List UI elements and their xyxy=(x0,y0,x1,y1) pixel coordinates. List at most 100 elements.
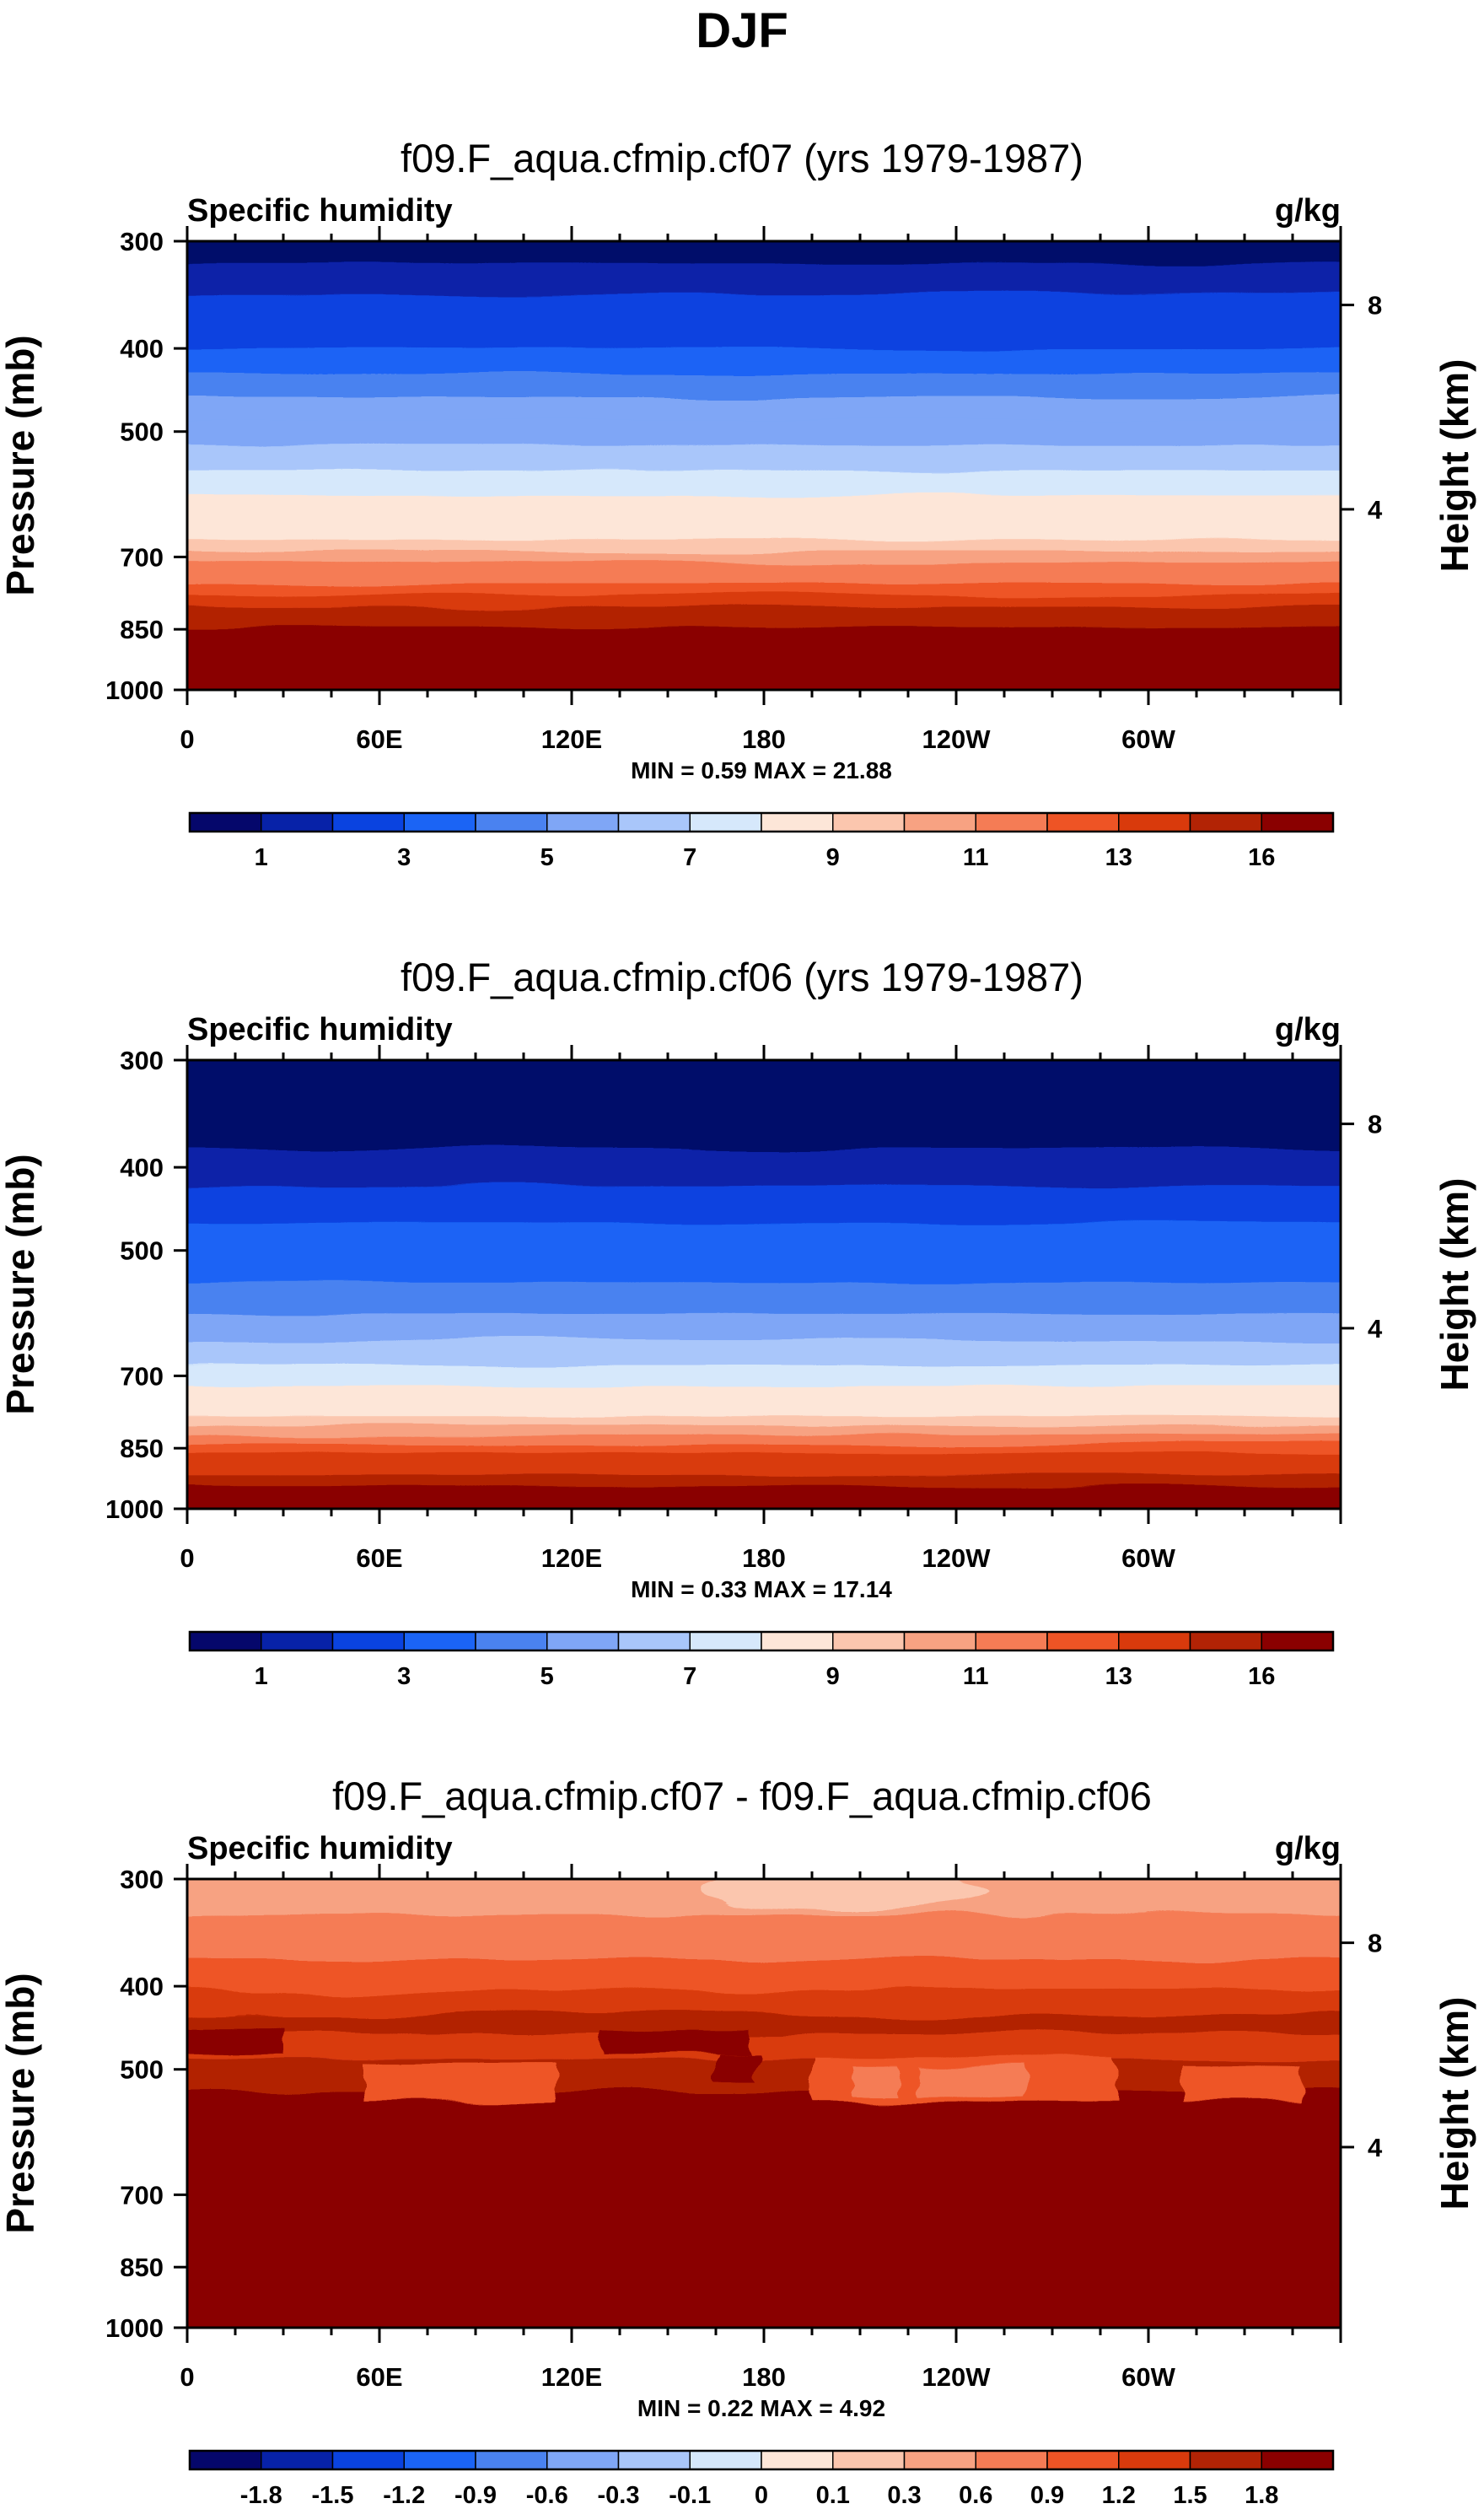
colorbar-label: 1.2 xyxy=(1102,2482,1136,2509)
x-tick-label: 180 xyxy=(742,1543,786,1573)
panel-1: f09.F_aqua.cfmip.cf07 (yrs 1979-1987) Spe… xyxy=(0,136,1476,871)
colorbar-label: -1.5 xyxy=(312,2482,354,2509)
y-tick-label: 700 xyxy=(120,2180,164,2210)
contour-band xyxy=(187,552,1341,563)
x-tick-label: 120E xyxy=(541,724,602,754)
x-tick-label: 60E xyxy=(356,2362,402,2392)
y-tick-label: 400 xyxy=(120,334,164,363)
contour-band xyxy=(187,572,1341,584)
contour-band xyxy=(187,1060,1341,1150)
colorbar-box xyxy=(403,1631,476,1651)
right-tick-label: 4 xyxy=(1368,1314,1383,1343)
contour-band xyxy=(187,1425,1341,1436)
x-tick-label: 60W xyxy=(1121,2362,1175,2392)
contour-band xyxy=(187,397,1341,422)
colorbar-label: 11 xyxy=(963,844,989,871)
contour-band xyxy=(187,262,1341,294)
colorbar-box xyxy=(475,2450,548,2470)
colorbar-label: 16 xyxy=(1248,1663,1275,1690)
contour-band xyxy=(187,584,1341,596)
contour-band xyxy=(187,241,1341,264)
panel-title: f09.F_aqua.cfmip.cf07 - f09.F_aqua.cfmip… xyxy=(332,1774,1152,1818)
contour-band xyxy=(187,627,1341,640)
y-axis-label: Pressure (mb) xyxy=(0,1154,42,1414)
colorbar-box xyxy=(903,2450,976,2470)
colorbar-box xyxy=(475,812,548,832)
contour-field xyxy=(187,1879,1341,2328)
colorbar-frame xyxy=(188,2449,1335,2471)
contour-band xyxy=(187,445,1341,471)
contour-band xyxy=(187,1254,1341,1284)
contour-patch xyxy=(716,2052,758,2085)
colorbar-box xyxy=(1046,812,1120,832)
contour-band xyxy=(187,293,1341,324)
contour-band xyxy=(187,1453,1341,1464)
x-tick-label: 120E xyxy=(541,1543,602,1573)
x-tick-label: 0 xyxy=(180,1543,194,1573)
contour-band xyxy=(187,1416,1341,1427)
colorbar-box xyxy=(617,2450,691,2470)
colorbar-box xyxy=(617,1631,691,1651)
contour-patch xyxy=(701,1879,987,1908)
contour-band xyxy=(187,1474,1341,1487)
min-max-stats: MIN = 0.22 MAX = 4.92 xyxy=(637,2395,885,2421)
colorbar-label: 1.5 xyxy=(1173,2482,1207,2509)
x-tick-label: 0 xyxy=(180,724,194,754)
colorbar-box xyxy=(546,812,620,832)
colorbar-label: -0.1 xyxy=(669,2482,711,2509)
colorbar-label: 5 xyxy=(540,844,554,871)
colorbar-label: 0.6 xyxy=(959,2482,992,2509)
colorbar-label: 0 xyxy=(755,2482,768,2509)
colorbar-box xyxy=(832,1631,906,1651)
x-tick-label: 60E xyxy=(356,724,402,754)
y-tick-label: 1000 xyxy=(105,1494,164,1524)
contour-field xyxy=(187,241,1341,690)
colorbar-label: 0.3 xyxy=(887,2482,921,2509)
colorbar-box xyxy=(975,1631,1048,1651)
y-tick-label: 1000 xyxy=(105,2313,164,2343)
colorbar-label: 13 xyxy=(1105,1663,1132,1690)
colorbar-box xyxy=(1118,2450,1191,2470)
contour-band xyxy=(187,606,1341,618)
y-tick-label: 500 xyxy=(120,417,164,447)
colorbar-box xyxy=(761,812,834,832)
colorbar-box xyxy=(261,812,334,832)
right-tick-label: 4 xyxy=(1368,495,1383,525)
panel-3: f09.F_aqua.cfmip.cf07 - f09.F_aqua.cfmip… xyxy=(0,1774,1476,2509)
colorbar-box xyxy=(975,812,1048,832)
y-tick-label: 850 xyxy=(120,2253,164,2282)
figure-title: DJF xyxy=(696,3,788,58)
colorbar-box xyxy=(617,812,691,832)
y-tick-label: 1000 xyxy=(105,676,164,705)
colorbar-box xyxy=(1118,1631,1191,1651)
right-axis-label: Height (km) xyxy=(1433,1178,1476,1392)
colorbar-box xyxy=(546,1631,620,1651)
panel-title: f09.F_aqua.cfmip.cf07 (yrs 1979-1987) xyxy=(401,136,1083,180)
contour-patch xyxy=(917,2065,1027,2098)
x-tick-label: 0 xyxy=(180,2362,194,2392)
colorbar-box xyxy=(331,812,405,832)
colorbar-label: 1 xyxy=(255,1663,268,1690)
colorbar-label: 0.9 xyxy=(1030,2482,1064,2509)
contour-band xyxy=(187,1990,1341,2016)
y-tick-label: 300 xyxy=(120,1046,164,1075)
contour-band xyxy=(187,616,1341,628)
colorbar-box xyxy=(1189,812,1262,832)
contour-band xyxy=(187,1365,1341,1387)
contour-patch xyxy=(187,2030,283,2053)
colorbar-box xyxy=(546,2450,620,2470)
right-axis-label: Height (km) xyxy=(1433,1997,1476,2210)
y-tick-label: 700 xyxy=(120,542,164,572)
y-tick-label: 850 xyxy=(120,1434,164,1463)
variable-label: Specific humidity xyxy=(187,1012,453,1047)
colorbar-frame xyxy=(188,1630,1335,1652)
contour-patch xyxy=(1180,2065,1303,2102)
min-max-stats: MIN = 0.59 MAX = 21.88 xyxy=(631,757,892,783)
contour-band xyxy=(187,1221,1341,1255)
colorbar-box xyxy=(475,1631,548,1651)
colorbar-label: -0.3 xyxy=(598,2482,640,2509)
colorbar-label: 9 xyxy=(826,1663,840,1690)
colorbar-box xyxy=(189,812,262,832)
contour-band xyxy=(187,562,1341,573)
min-max-stats: MIN = 0.33 MAX = 17.14 xyxy=(631,1576,892,1602)
